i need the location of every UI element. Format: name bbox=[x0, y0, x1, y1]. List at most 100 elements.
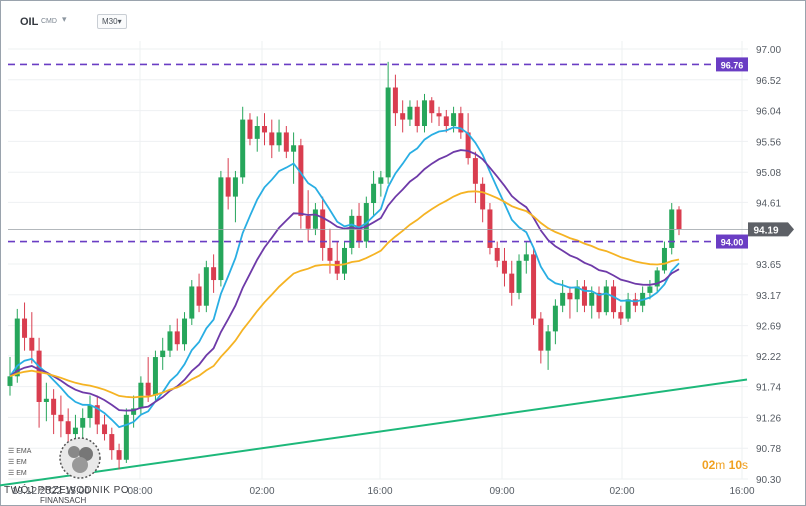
candle bbox=[109, 427, 115, 460]
candle-body bbox=[182, 318, 188, 345]
legend-item[interactable]: ☰ EM bbox=[8, 470, 27, 477]
exchange-badge: CMD bbox=[41, 18, 57, 25]
symbol-label[interactable]: OIL bbox=[20, 16, 39, 28]
candle bbox=[203, 260, 209, 313]
candle-body bbox=[116, 450, 122, 460]
legend-item[interactable]: ☰ EMA bbox=[8, 448, 32, 455]
candle-body bbox=[138, 382, 144, 409]
y-tick-label: 95.56 bbox=[756, 137, 781, 148]
candle-body bbox=[145, 382, 151, 396]
candle bbox=[538, 312, 544, 364]
candle-body bbox=[589, 292, 595, 306]
candle bbox=[421, 93, 427, 133]
candle bbox=[625, 292, 631, 322]
candle bbox=[618, 305, 624, 325]
x-tick-label: 09:00 bbox=[489, 486, 514, 497]
timeframe-label: M30 bbox=[102, 17, 118, 26]
x-axis: 08:00 02:00 16:00 09:00 02:00 16:00 19.12.2022… bbox=[12, 486, 755, 497]
y-tick-label: 95.08 bbox=[756, 168, 781, 179]
candle bbox=[232, 170, 238, 223]
candle bbox=[262, 113, 268, 146]
candle-body bbox=[567, 292, 573, 300]
candle-body bbox=[109, 434, 115, 451]
candle bbox=[632, 292, 638, 313]
candle-body bbox=[436, 113, 442, 117]
candle-body bbox=[378, 177, 384, 184]
candle bbox=[123, 408, 129, 463]
candle-body bbox=[342, 247, 347, 274]
level-label-box bbox=[716, 234, 748, 249]
timeframe-selector[interactable]: M30▾ bbox=[97, 14, 127, 29]
candle-body bbox=[298, 145, 304, 216]
candle-body bbox=[603, 286, 609, 313]
candle bbox=[87, 395, 93, 428]
candle-body bbox=[632, 299, 638, 306]
candle bbox=[254, 116, 260, 152]
candle bbox=[581, 280, 587, 313]
candle-body bbox=[676, 209, 682, 230]
candle-body bbox=[407, 106, 413, 120]
candle-body bbox=[174, 331, 180, 345]
x-tick-label: 16:00 bbox=[729, 486, 754, 497]
candle bbox=[327, 228, 333, 274]
candle-body bbox=[647, 286, 653, 293]
level-label: 94.00 bbox=[721, 238, 744, 248]
candle bbox=[102, 414, 108, 441]
candle-body bbox=[218, 177, 224, 281]
candle bbox=[298, 138, 304, 229]
watermark-text-2: FINANSACH bbox=[40, 496, 87, 505]
candle-body bbox=[516, 260, 522, 293]
candle-body bbox=[203, 267, 209, 306]
candle bbox=[196, 273, 202, 313]
candle bbox=[218, 170, 224, 287]
candle bbox=[116, 443, 122, 470]
y-tick-label: 90.78 bbox=[756, 444, 781, 455]
candle-body bbox=[618, 312, 624, 319]
candle-body bbox=[661, 247, 667, 271]
candle-body bbox=[574, 286, 580, 300]
candle bbox=[58, 395, 64, 438]
current-price-label: 94.19 bbox=[753, 225, 778, 236]
candle-body bbox=[552, 305, 558, 332]
chevron-down-icon[interactable]: ▾ bbox=[62, 14, 67, 24]
candle bbox=[189, 280, 195, 325]
y-tick-label: 91.74 bbox=[756, 383, 781, 394]
candle bbox=[36, 337, 42, 428]
candle-body bbox=[123, 414, 129, 460]
candle bbox=[211, 254, 217, 293]
current-price-badge bbox=[748, 222, 794, 237]
candle-body bbox=[465, 132, 471, 159]
candle-body bbox=[545, 331, 551, 351]
candle bbox=[516, 254, 522, 300]
candle-body bbox=[320, 209, 326, 248]
candle bbox=[65, 408, 71, 447]
candle-body bbox=[312, 209, 318, 229]
candle-body bbox=[22, 318, 28, 338]
candle bbox=[407, 100, 413, 127]
candle bbox=[145, 357, 151, 402]
candle-body bbox=[371, 183, 377, 204]
candle bbox=[567, 286, 573, 319]
candle bbox=[603, 280, 609, 316]
candle-body bbox=[29, 337, 35, 351]
candle bbox=[531, 247, 537, 325]
candle-body bbox=[385, 87, 391, 178]
candle bbox=[371, 170, 377, 216]
candle bbox=[160, 337, 166, 370]
candle bbox=[80, 408, 86, 441]
legend-item[interactable]: ☰ EM bbox=[8, 459, 27, 466]
candle bbox=[392, 74, 398, 127]
candle bbox=[414, 100, 420, 133]
candle bbox=[283, 126, 289, 159]
trendline bbox=[0, 378, 748, 487]
candle bbox=[152, 350, 158, 402]
candle-body bbox=[611, 286, 617, 313]
watermark-text: TWÓJ PRZEWODNIK PO bbox=[4, 485, 130, 496]
candle-body bbox=[87, 405, 93, 419]
candle bbox=[436, 106, 442, 127]
brand-logo bbox=[59, 437, 101, 479]
x-tick-label: 08:00 bbox=[127, 486, 152, 497]
candle bbox=[443, 109, 449, 133]
candle bbox=[501, 247, 507, 287]
